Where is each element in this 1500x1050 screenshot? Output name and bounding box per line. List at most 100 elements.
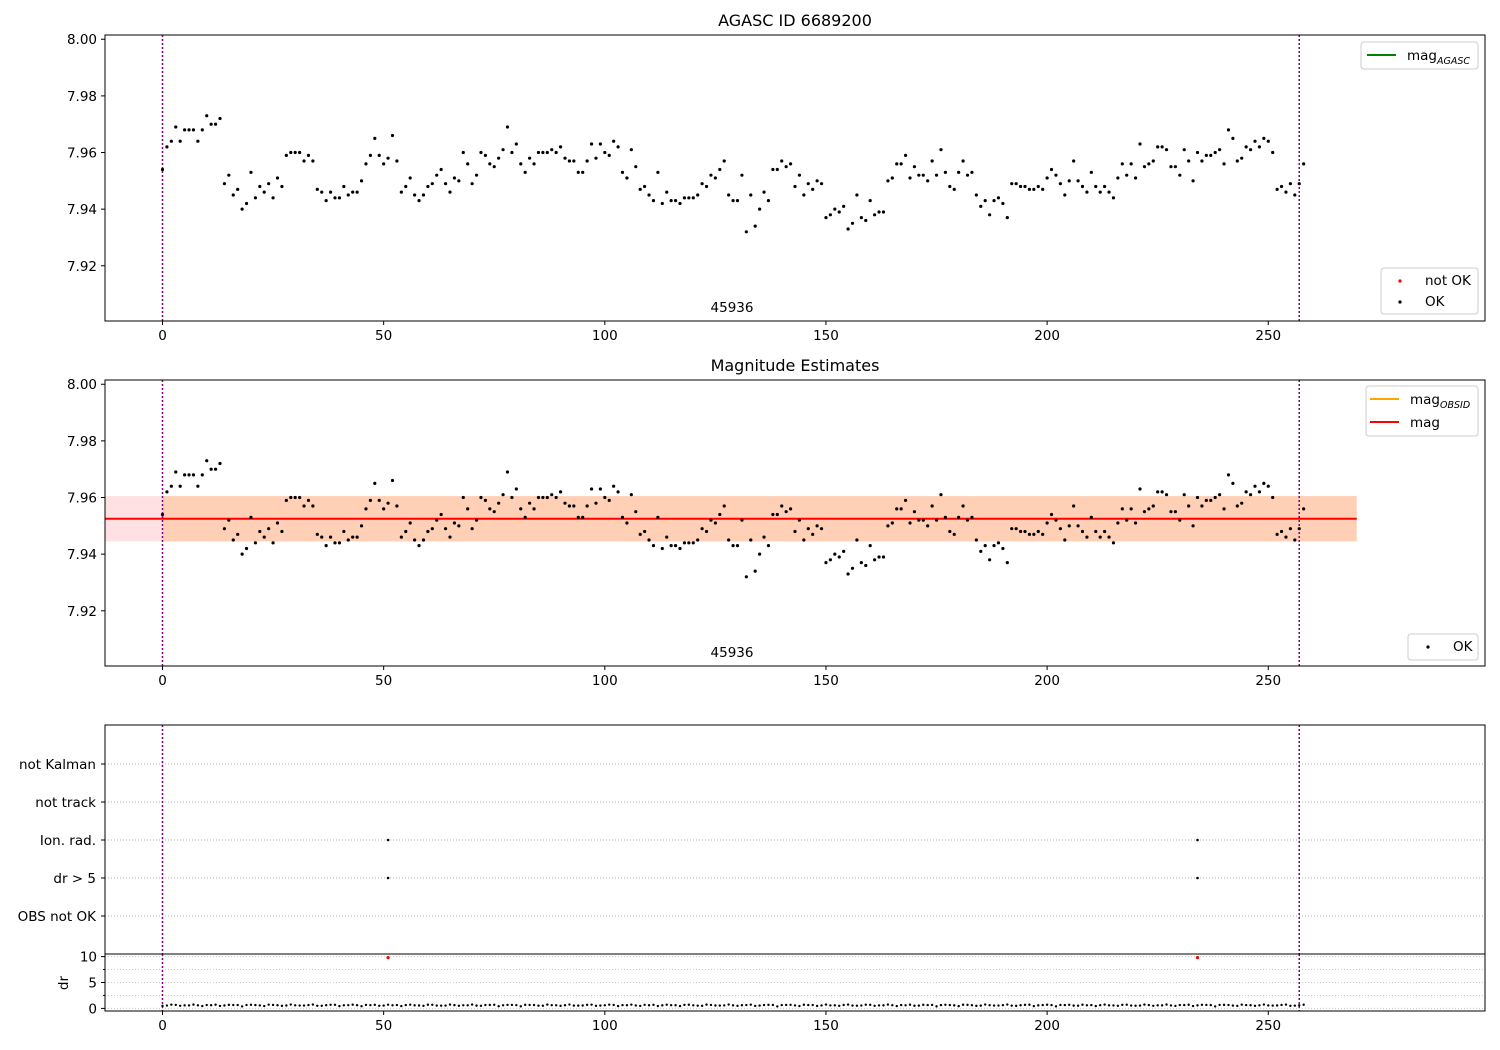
data-point-ok	[390, 478, 395, 483]
data-point-ok	[660, 201, 664, 206]
data-point-ok	[1240, 156, 1244, 160]
data-point-ok	[364, 162, 368, 166]
data-point-ok	[917, 518, 921, 522]
data-point-ok	[359, 524, 364, 528]
dr-point	[855, 1004, 859, 1007]
dr-point	[289, 1003, 292, 1006]
data-point-ok	[629, 493, 633, 497]
dr-point	[939, 1003, 943, 1007]
data-point-ok	[895, 507, 899, 511]
dr-point	[1178, 1003, 1182, 1007]
data-point-ok	[1156, 145, 1160, 149]
data-point-ok	[802, 538, 806, 542]
dr-point	[700, 1004, 704, 1008]
data-point-ok	[545, 495, 549, 500]
dr-point	[815, 1004, 819, 1008]
data-point-ok	[1103, 184, 1107, 189]
data-point-ok	[466, 507, 470, 511]
dr-point	[276, 1004, 279, 1007]
data-point-ok	[629, 148, 633, 152]
dr-point	[550, 1003, 553, 1007]
data-point-ok	[174, 125, 178, 129]
dr-point	[293, 1004, 297, 1007]
data-point-ok	[731, 199, 735, 203]
data-point-ok	[1297, 182, 1301, 186]
data-point-ok	[1191, 179, 1195, 183]
dr-point	[453, 1003, 456, 1007]
data-point-ok	[1014, 182, 1018, 186]
data-point-ok	[315, 187, 319, 191]
data-point-ok	[643, 529, 647, 534]
legend-marker-ok	[1398, 300, 1402, 304]
dr-point	[705, 1003, 708, 1006]
data-point-ok	[687, 541, 691, 545]
data-point-ok	[218, 461, 222, 466]
data-point-ok	[775, 167, 779, 172]
dr-point	[1085, 1004, 1089, 1007]
data-point-ok	[665, 535, 669, 539]
dr-point	[612, 1003, 615, 1007]
data-point-ok	[979, 204, 983, 208]
dr-point	[1041, 1003, 1044, 1007]
data-point-ok	[749, 193, 753, 197]
data-point-ok	[532, 507, 536, 511]
data-point-ok	[466, 162, 470, 166]
x-tick-label: 150	[813, 328, 839, 344]
data-point-ok	[355, 190, 359, 194]
data-point-ok	[616, 145, 620, 149]
x-tick-label: 200	[1034, 1018, 1060, 1034]
dr-point	[298, 1004, 301, 1007]
data-point-ok	[965, 173, 970, 177]
dr-point	[723, 1004, 726, 1007]
data-point-ok	[231, 193, 235, 197]
data-point-ok	[258, 529, 262, 534]
data-point-ok	[1129, 162, 1133, 166]
data-point-ok	[1116, 176, 1120, 180]
dr-point	[258, 1004, 262, 1007]
data-point-ok	[1129, 507, 1133, 511]
dr-point	[466, 1004, 469, 1007]
data-point-ok	[704, 529, 709, 534]
data-point-ok	[377, 498, 381, 502]
data-point-ok	[1085, 190, 1089, 194]
data-point-ok	[948, 184, 952, 189]
data-point-ok	[483, 153, 487, 157]
data-point-ok	[1182, 148, 1186, 152]
data-point-ok	[899, 507, 903, 511]
data-point-ok	[1001, 546, 1005, 551]
dr-point	[267, 1003, 270, 1006]
dr-point	[621, 1003, 624, 1007]
data-point-ok	[390, 133, 395, 138]
x-tick-label: 0	[158, 1018, 167, 1034]
data-point-ok	[1279, 529, 1284, 534]
dr-point	[1121, 1003, 1124, 1007]
data-point-ok	[921, 518, 925, 522]
data-point-ok	[784, 510, 788, 514]
data-point-ok	[665, 190, 669, 194]
data-point-ok	[1195, 150, 1200, 155]
dr-point	[280, 1004, 284, 1008]
data-point-ok	[1204, 498, 1208, 502]
data-point-ok	[585, 504, 589, 508]
data-point-ok	[200, 473, 204, 477]
x-tick-label: 250	[1255, 1018, 1281, 1034]
data-point-ok	[1010, 182, 1014, 186]
axes-frame-agasc	[104, 34, 1486, 322]
data-point-ok	[762, 190, 766, 194]
data-point-ok	[1160, 490, 1164, 494]
data-point-ok	[1284, 535, 1288, 539]
dr-point	[240, 1005, 244, 1008]
dr-point	[324, 1004, 328, 1007]
data-point-ok	[1231, 481, 1235, 485]
data-point-ok	[740, 173, 744, 177]
dr-point	[590, 1003, 593, 1006]
data-point-ok	[1257, 490, 1262, 494]
obsid-label: 45936	[711, 300, 754, 316]
data-point-ok	[1045, 176, 1049, 180]
data-point-ok	[886, 524, 890, 528]
data-point-ok	[952, 187, 956, 191]
data-point-ok	[1209, 498, 1213, 502]
data-point-ok	[895, 162, 899, 166]
data-point-ok	[169, 484, 173, 488]
dr-point	[1284, 1003, 1288, 1006]
